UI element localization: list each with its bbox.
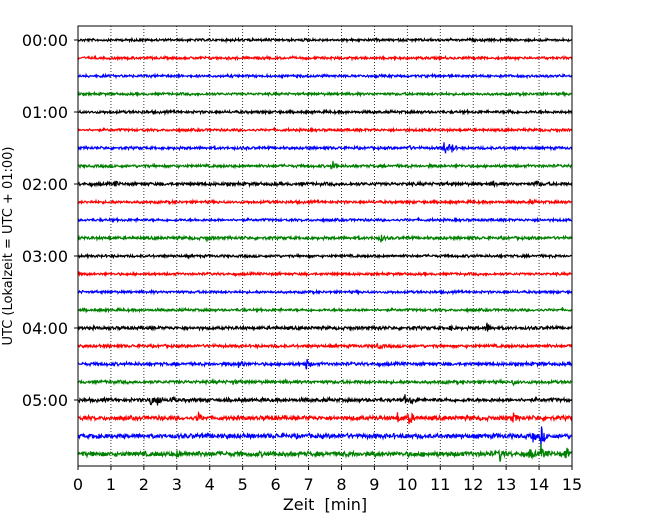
seismic-trace — [77, 108, 573, 116]
seismic-trace — [77, 426, 573, 448]
y-tick-label: 03:00 — [22, 247, 68, 266]
seismic-trace — [77, 306, 573, 314]
x-tick-label: 5 — [238, 475, 248, 494]
y-tick-label: 05:00 — [22, 391, 68, 410]
y-tick-label: 04:00 — [22, 319, 68, 338]
seismic-trace — [77, 359, 573, 370]
y-axis-label: UTC (Lokalzeit = UTC + 01:00) — [1, 147, 16, 346]
seismic-trace — [77, 394, 573, 406]
x-tick-label: 11 — [430, 475, 450, 494]
traces — [77, 36, 573, 462]
x-tick-label: 8 — [336, 475, 346, 494]
seismic-trace — [77, 288, 573, 296]
seismic-trace — [77, 410, 573, 425]
y-axis: 00:00 01:00 02:00 03:00 04:00 05:00 — [22, 31, 78, 410]
y-tick-label: 02:00 — [22, 175, 68, 194]
seismic-trace — [77, 126, 573, 134]
x-tick-label: 4 — [205, 475, 215, 494]
seismic-trace — [77, 36, 573, 44]
seismic-trace — [77, 252, 573, 260]
seismic-trace — [77, 198, 573, 206]
plot-frame — [77, 25, 573, 467]
x-tick-label: 10 — [397, 475, 417, 494]
x-tick-label: 2 — [139, 475, 149, 494]
seismic-trace — [77, 342, 573, 350]
x-tick-label: 6 — [271, 475, 281, 494]
seismic-trace — [77, 234, 573, 243]
x-axis: 0 1 2 3 4 5 6 7 8 9 10 11 12 13 14 15 — [73, 466, 582, 494]
x-tick-label: 12 — [463, 475, 483, 494]
x-tick-label: 14 — [529, 475, 549, 494]
x-tick-label: 9 — [369, 475, 379, 494]
seismic-trace — [77, 179, 573, 189]
seismic-trace — [77, 90, 573, 98]
x-tick-label: 0 — [73, 475, 83, 494]
x-axis-label: Zeit [min] — [283, 495, 367, 514]
seismic-trace — [77, 160, 573, 170]
seismic-trace — [77, 142, 573, 154]
seismic-trace — [77, 378, 573, 387]
y-tick-label: 00:00 — [22, 31, 68, 50]
x-tick-label: 7 — [303, 475, 313, 494]
seismic-trace — [77, 54, 573, 62]
seismic-trace — [77, 72, 573, 80]
seismic-trace — [77, 443, 573, 462]
grid-lines — [110, 26, 540, 466]
x-tick-label: 3 — [172, 475, 182, 494]
x-tick-label: 13 — [496, 475, 516, 494]
x-tick-label: 1 — [106, 475, 116, 494]
y-tick-label: 01:00 — [22, 103, 68, 122]
seismic-trace — [77, 322, 573, 332]
x-tick-label: 15 — [562, 475, 582, 494]
seismic-trace — [77, 270, 573, 278]
seismic-trace — [77, 216, 573, 224]
